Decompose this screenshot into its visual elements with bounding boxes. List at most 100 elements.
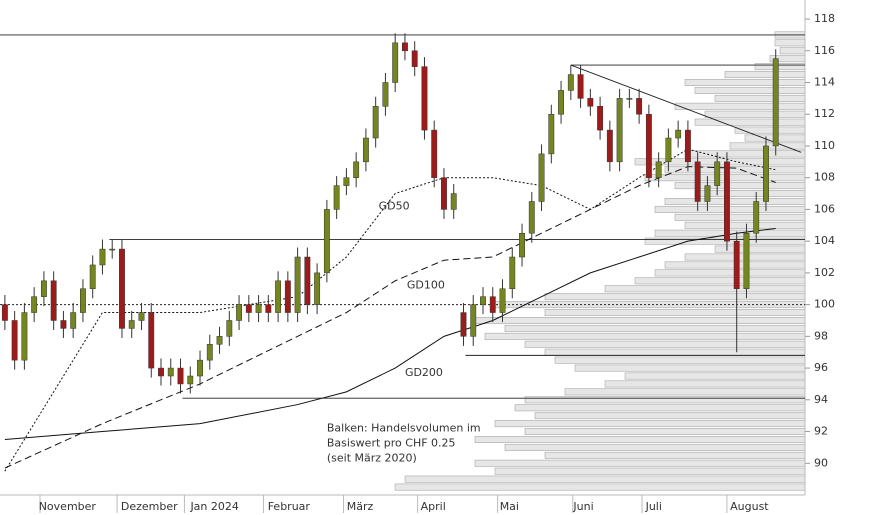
ma-label: GD200 [405,366,443,379]
volume-bar [544,451,806,459]
candle-body [138,312,145,321]
candle-body [323,209,330,274]
y-tick-label: 104 [814,234,835,247]
ma-label: GD50 [379,199,410,212]
candle-body [519,232,525,258]
y-tick-label: 118 [814,12,835,25]
candle-body [167,367,174,377]
candle-body [226,320,233,337]
candle-body [353,161,360,178]
volume-bar [684,150,806,158]
candle-body [509,256,516,289]
candle-body [11,320,18,361]
candle-body [743,232,750,290]
volume-bar [674,182,806,190]
volume-bar [779,47,806,55]
y-tick-label: 100 [814,298,835,311]
candle-body [655,161,662,178]
candle-body [694,161,701,202]
candle-body [1,304,8,321]
candle-body [470,304,477,337]
candle-body [714,161,721,186]
candle-body [567,74,574,91]
candle-body [772,58,779,147]
candle-body [684,129,691,163]
candle-body [80,288,86,313]
volume-bar [564,388,806,396]
candle-body [480,296,486,305]
x-tick-label: März [347,500,374,513]
candle-body [128,320,135,329]
y-tick-label: 112 [814,107,835,120]
volume-bar [604,380,806,388]
candle-body [441,177,447,210]
candle-body [294,256,301,313]
y-tick-label: 116 [814,44,835,57]
volume-bar [514,404,806,412]
candle-body [265,304,272,313]
y-tick-label: 98 [814,329,828,342]
candle-body [392,42,399,83]
volume-bar [474,317,806,324]
candle-body [362,137,369,163]
volume-bar [694,86,806,94]
trend-line [570,64,802,153]
candle-body [626,98,633,100]
volume-bar [654,229,806,237]
volume-bar [524,396,806,404]
volume-bar [474,435,806,443]
volume-bar [714,94,806,102]
volume-bar [504,324,806,332]
x-tick-label: Juni [572,500,593,513]
y-tick-label: 102 [814,266,835,279]
y-tick-label: 96 [814,361,828,374]
candle-body [460,312,467,337]
volume-bar [544,348,806,356]
x-tick-label: Juli [645,500,662,513]
candle-body [645,113,652,178]
candle-body [187,375,194,385]
candle-body [31,296,38,313]
volume-bar [484,332,806,340]
x-tick-label: Dezember [121,500,178,513]
candle-body [733,240,740,289]
candle-body [109,248,116,251]
y-tick-label: 114 [814,76,835,89]
candle-body [724,161,730,242]
candle-body [431,129,438,178]
y-tick-label: 110 [814,139,835,152]
candle-body [275,280,282,313]
volume-bar [574,364,806,372]
volume-bar [524,340,806,348]
candle-body [499,288,506,313]
candle-body [372,106,379,139]
candle-body [304,256,311,305]
candle-body [70,312,77,329]
annotation: (seit März 2020) [327,451,417,464]
volume-bar [544,309,806,317]
candle-body [577,74,584,99]
x-tick-label: Februar [268,500,311,513]
candle-body [421,66,428,131]
volume-bar [654,269,806,277]
volume-bar [704,110,806,118]
candle-body [40,280,47,297]
x-tick-label: Jan 2024 [189,500,238,513]
volume-bar [554,356,806,364]
candle-body [763,145,769,202]
candle-body [216,336,223,345]
y-tick-label: 106 [814,202,835,215]
candle-body [99,248,106,266]
candle-body [675,129,682,139]
candle-body [333,185,340,210]
volume-bar [494,420,806,428]
volume-bar [604,285,806,293]
candle-body [753,201,760,234]
volume-bar [494,467,806,475]
volume-bar [544,293,806,301]
volume-bar [664,198,806,205]
volume-bar [404,475,806,483]
candle-body [382,82,389,107]
y-tick-label: 108 [814,171,835,184]
